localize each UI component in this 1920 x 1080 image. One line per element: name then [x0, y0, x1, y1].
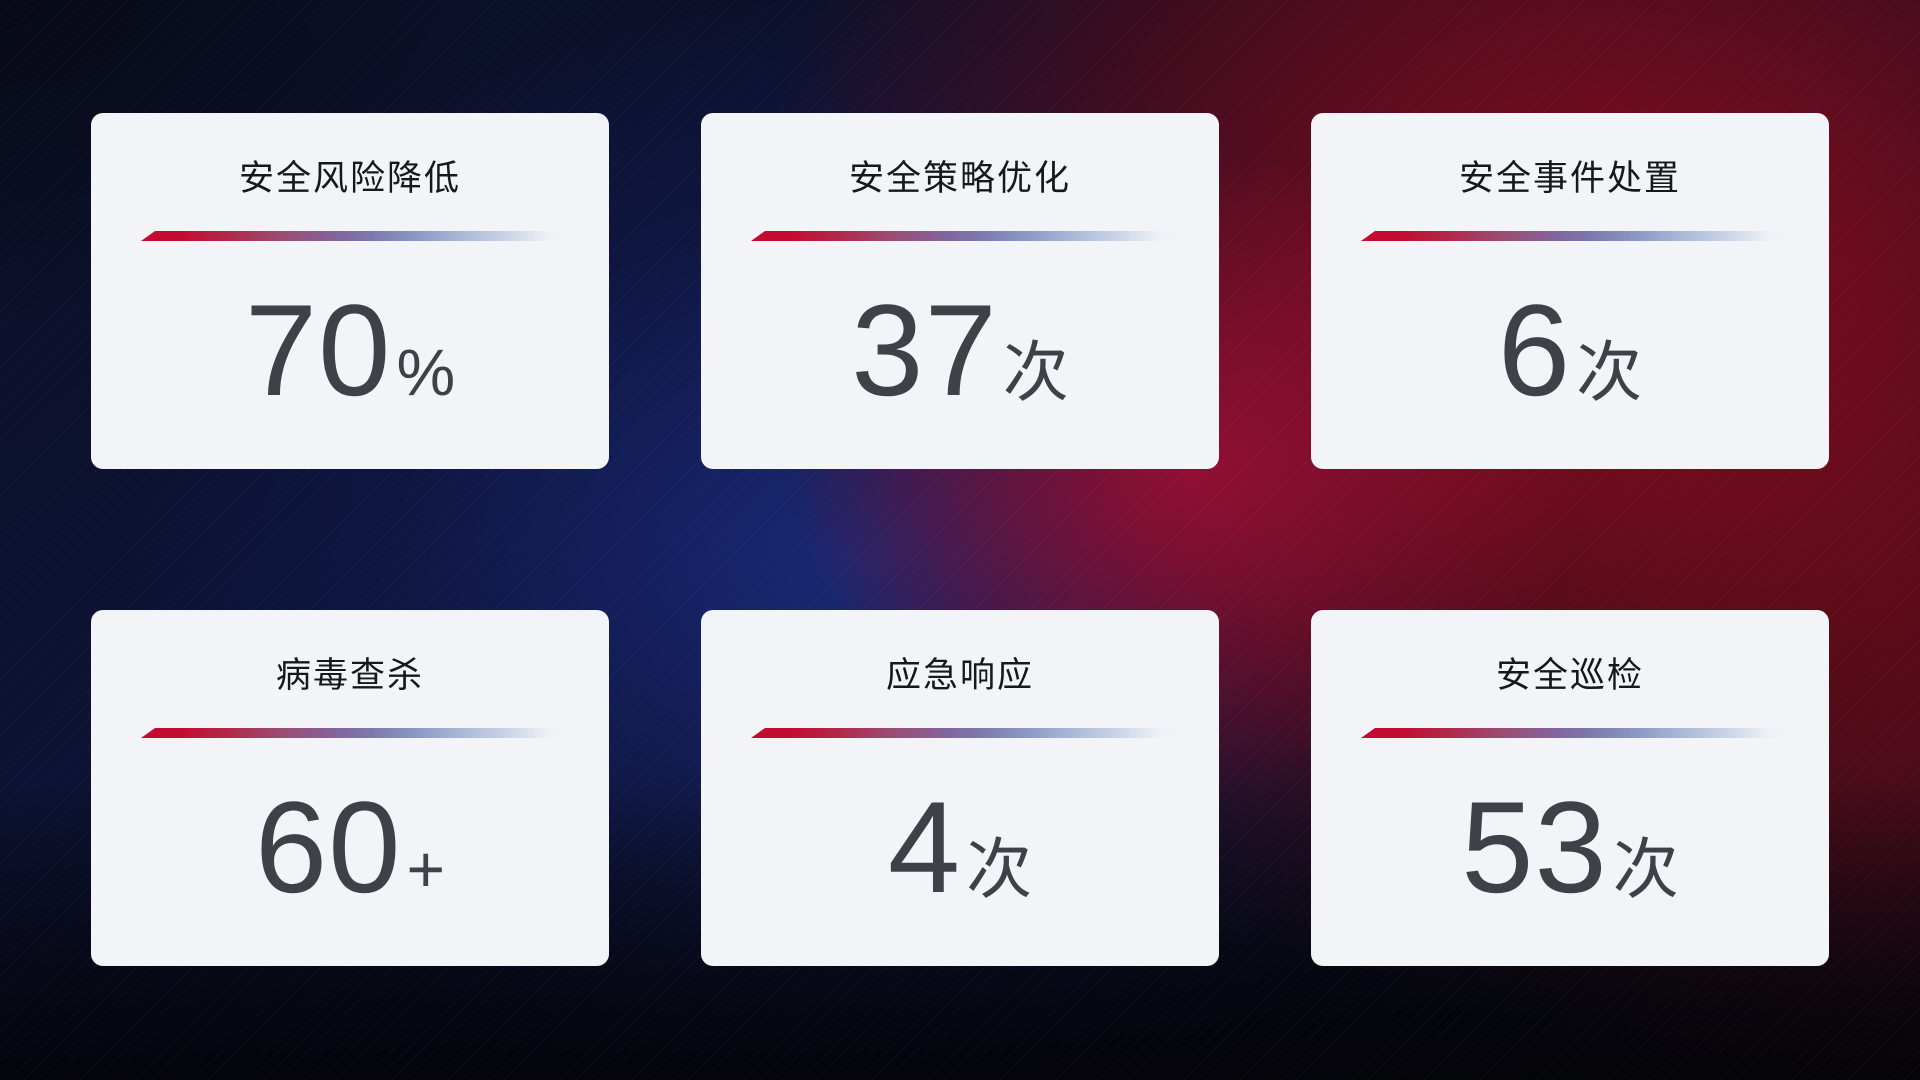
gradient-divider: [751, 231, 1195, 241]
gradient-divider: [751, 728, 1195, 738]
stat-card-security-inspection: 安全巡检 53 次: [1311, 610, 1829, 966]
value-unit: 次: [1576, 335, 1643, 409]
value-number: 6: [1497, 277, 1572, 423]
stat-card-virus-scan: 病毒查杀 60 +: [91, 610, 609, 966]
card-value: 53 次: [1311, 782, 1829, 912]
card-title: 安全巡检: [1495, 656, 1644, 695]
stat-card-security-risk-reduction: 安全风险降低 70 %: [91, 113, 609, 469]
card-value: 70 %: [91, 285, 609, 415]
gradient-divider: [141, 728, 585, 738]
card-title: 应急响应: [885, 656, 1034, 695]
card-value: 6 次: [1311, 285, 1829, 415]
gradient-divider: [141, 231, 585, 241]
card-title: 安全事件处置: [1458, 159, 1681, 198]
card-title: 病毒查杀: [275, 656, 424, 695]
value-unit: 次: [1002, 335, 1069, 409]
card-value: 4 次: [701, 782, 1219, 912]
value-unit: 次: [1612, 832, 1679, 906]
value-number: 53: [1461, 774, 1608, 920]
value-number: 4: [887, 774, 962, 920]
value-number: 70: [244, 277, 392, 423]
gradient-divider: [1361, 231, 1805, 241]
value-unit: 次: [966, 832, 1033, 906]
gradient-divider: [1361, 728, 1805, 738]
value-number: 60: [254, 774, 402, 920]
stat-card-policy-optimization: 安全策略优化 37 次: [701, 113, 1219, 469]
stat-card-incident-handling: 安全事件处置 6 次: [1311, 113, 1829, 469]
card-value: 60 +: [91, 782, 609, 912]
value-unit: %: [396, 335, 456, 409]
card-title: 安全策略优化: [848, 159, 1071, 198]
card-title: 安全风险降低: [238, 159, 461, 198]
value-number: 37: [851, 277, 998, 423]
value-unit: +: [406, 832, 446, 906]
stat-card-emergency-response: 应急响应 4 次: [701, 610, 1219, 966]
card-value: 37 次: [701, 285, 1219, 415]
